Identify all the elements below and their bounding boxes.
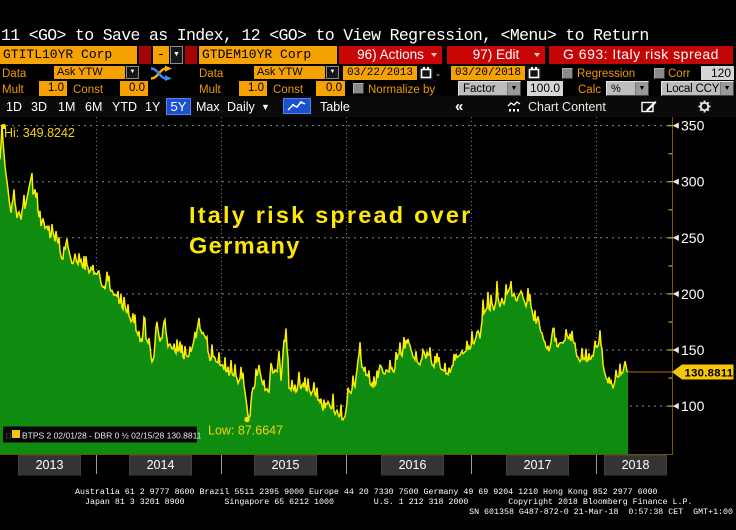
- svg-text:300: 300: [681, 174, 705, 190]
- svg-text:150: 150: [681, 342, 705, 358]
- svg-text:Hi: 349.8242: Hi: 349.8242: [4, 126, 75, 140]
- svg-text:100: 100: [681, 398, 705, 414]
- svg-text:BTPS 2 02/01/28 - DBR 0 ½ 02/1: BTPS 2 02/01/28 - DBR 0 ½ 02/15/28 130.8…: [22, 431, 202, 441]
- svg-text:Italy risk spread over: Italy risk spread over: [189, 202, 473, 228]
- svg-text:250: 250: [681, 230, 705, 246]
- svg-text:200: 200: [681, 286, 705, 302]
- svg-text:130.8811: 130.8811: [685, 368, 734, 380]
- svg-text:□: □: [6, 432, 11, 441]
- svg-text:Germany: Germany: [189, 233, 301, 259]
- svg-text:Low: 87.6647: Low: 87.6647: [208, 424, 283, 438]
- svg-text:350: 350: [681, 118, 705, 134]
